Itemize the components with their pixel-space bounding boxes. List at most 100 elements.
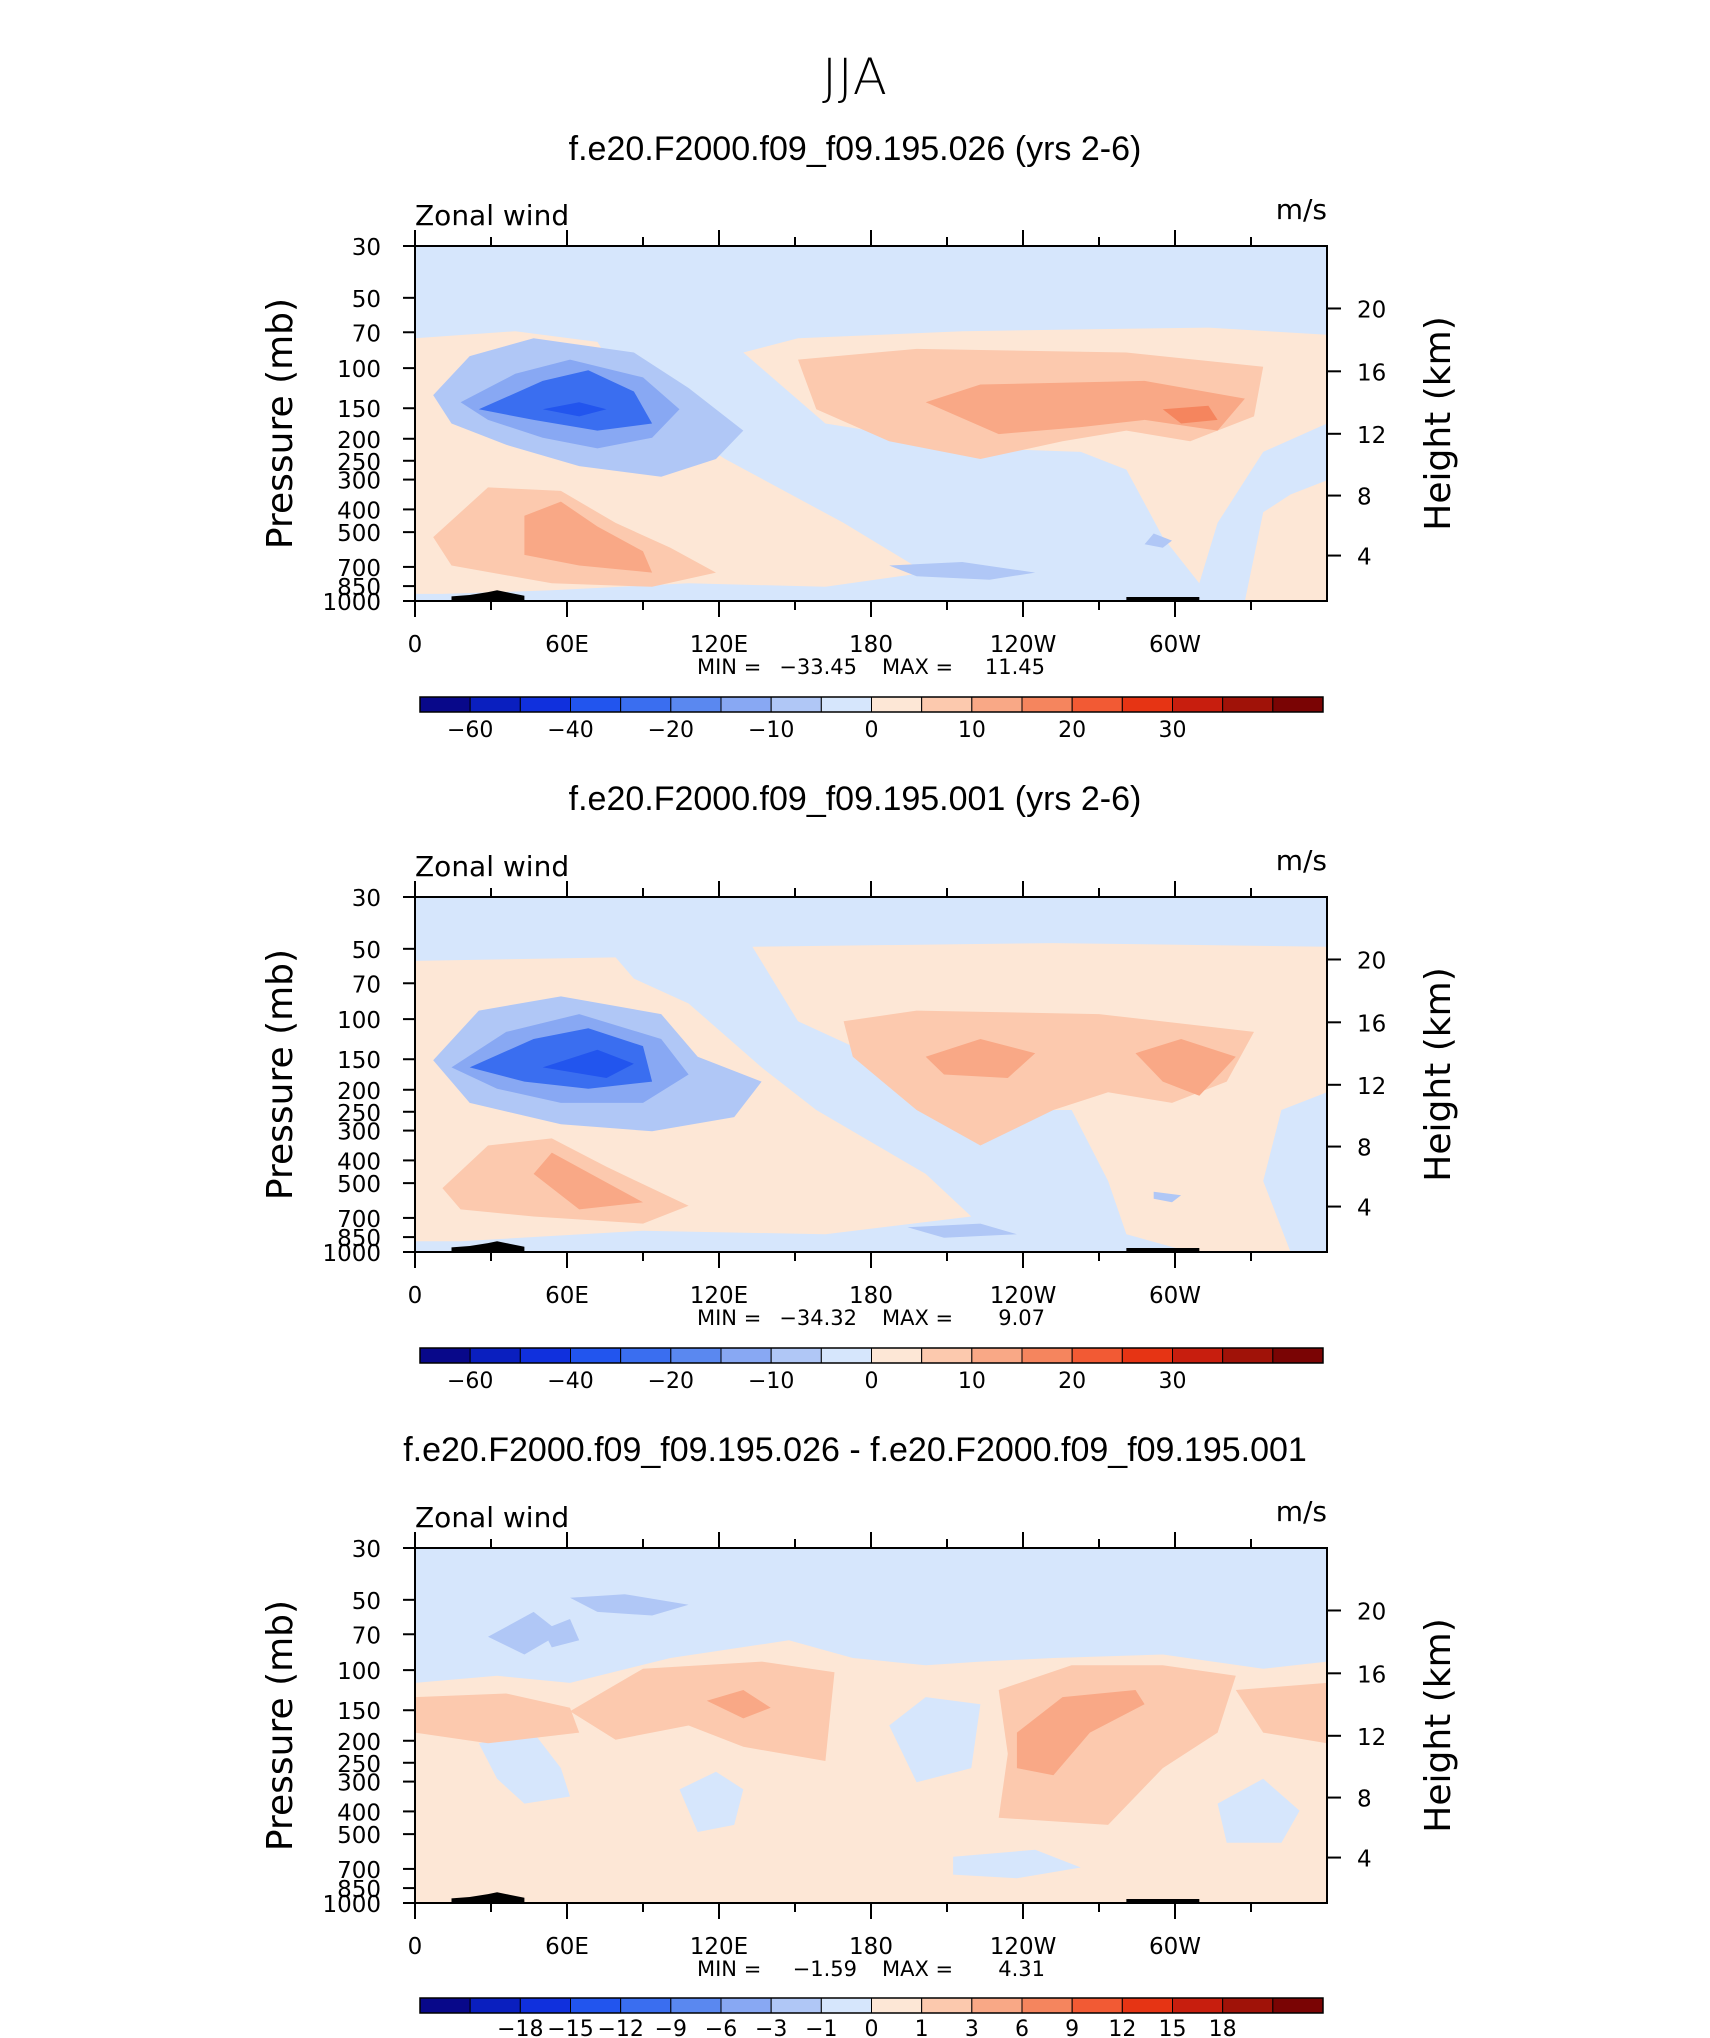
colorbar-box (1121, 1347, 1174, 1364)
x-tick-label: 120W (990, 632, 1057, 658)
colorbar-box (820, 696, 872, 713)
colorbar-label: 12 (1108, 2017, 1136, 2038)
y-tick-label: 250 (337, 1752, 381, 1778)
topography-mask (451, 1892, 525, 1903)
colorbar-box (1272, 1997, 1324, 2014)
colorbar-label: −10 (748, 1369, 794, 1394)
x-tick-label: 60W (1149, 1934, 1201, 1960)
y-tick-label: 400 (337, 1149, 381, 1175)
y-tick-label: 50 (352, 287, 381, 313)
contour-region (1235, 1682, 1327, 1744)
colorbar-label: −18 (497, 2017, 543, 2038)
max-label: MAX = (882, 1306, 953, 1330)
x-tick-label: 120E (690, 632, 748, 658)
variable-label: Zonal wind (415, 850, 569, 883)
colorbar-label: −60 (447, 1369, 493, 1394)
y-tick-label: 400 (337, 1800, 381, 1826)
colorbar-box (620, 1997, 672, 2014)
contour-region (706, 1690, 771, 1719)
contour-region (925, 1039, 1036, 1078)
colorbar-label: 0 (865, 1369, 879, 1394)
height-tick-label: 16 (1357, 1011, 1386, 1037)
height-tick-label: 8 (1357, 485, 1372, 511)
colorbar-box (921, 1347, 973, 1364)
contour-region (542, 1049, 634, 1078)
colorbar-label: 10 (958, 718, 986, 743)
contour-region (1217, 1778, 1300, 1843)
colorbar-label: 20 (1058, 718, 1086, 743)
colorbar-box (1272, 696, 1324, 713)
y-tick-label: 300 (337, 469, 381, 495)
y-tick-label: 200 (337, 1730, 381, 1756)
colorbar-box (971, 1347, 1023, 1364)
y-tick-label: 70 (352, 321, 381, 347)
colorbar-label: −10 (748, 718, 794, 743)
colorbar-box (670, 696, 722, 713)
contour-region (1016, 1690, 1145, 1776)
y-axis-title: Pressure (mb) (260, 298, 301, 549)
max-label: MAX = (882, 655, 953, 679)
x-tick-label: 60E (545, 1934, 589, 1960)
y-tick-label: 500 (337, 521, 381, 547)
y-tick-label: 700 (337, 1858, 381, 1884)
y-axis-title: Pressure (mb) (260, 949, 301, 1200)
y-tick-label: 30 (352, 235, 381, 261)
colorbar-box (620, 1347, 672, 1364)
colorbar-box (469, 1347, 521, 1364)
topography-mask (451, 590, 525, 601)
min-label: MIN = (697, 655, 761, 679)
contour-region (889, 562, 1036, 580)
height-tick-label: 4 (1357, 545, 1372, 571)
y-tick-label: 700 (337, 1207, 381, 1233)
colorbar-label: 20 (1058, 1369, 1086, 1394)
x-tick-label: 60W (1149, 632, 1201, 658)
colorbar-label: −20 (648, 1369, 694, 1394)
x-tick-label: 60E (545, 1283, 589, 1309)
colorbar-box (820, 1997, 872, 2014)
x-tick-label: 0 (408, 1934, 423, 1960)
colorbar-box (871, 1347, 923, 1364)
y-tick-label: 850 (337, 575, 381, 601)
y-tick-label: 150 (337, 397, 381, 423)
colorbar-box (1021, 1347, 1073, 1364)
x-tick-label: 120W (990, 1934, 1057, 1960)
x-tick-label: 120W (990, 1283, 1057, 1309)
colorbar-box (1172, 1347, 1224, 1364)
y-tick-label: 250 (337, 450, 381, 476)
contour-region (533, 1152, 643, 1210)
topography-mask (1126, 597, 1200, 601)
colorbar-box (770, 1997, 822, 2014)
x-tick-label: 60W (1149, 1283, 1201, 1309)
colorbar-box (519, 696, 571, 713)
colorbar-box (1172, 696, 1224, 713)
panel-2: 0 60E 120E 180 120W 60W3050701001502002503004… (260, 844, 1459, 1394)
y-tick-label: 1000 (322, 590, 381, 616)
colorbar-label: −3 (755, 2017, 787, 2038)
y-tick-label: 100 (337, 357, 381, 383)
topography-mask (1126, 1248, 1200, 1252)
variable-label: Zonal wind (415, 1501, 569, 1534)
colorbar-frame (419, 696, 1324, 713)
contour-region (415, 1693, 580, 1744)
contour-region (953, 1849, 1081, 1879)
colorbar-box (1121, 1997, 1174, 2014)
colorbar-label: −40 (547, 1369, 593, 1394)
colorbar-box (921, 1997, 973, 2014)
colorbar-label: −20 (648, 718, 694, 743)
contour-region (925, 380, 1245, 435)
y-axis-title: Pressure (mb) (260, 1600, 301, 1851)
colorbar-label: 9 (1065, 2017, 1079, 2038)
y-axis-right-title: Height (km) (1418, 967, 1459, 1181)
colorbar-box (1021, 1997, 1073, 2014)
colorbar-box (720, 696, 772, 713)
contour-region (1244, 480, 1327, 601)
x-tick-label: 180 (849, 632, 893, 658)
height-tick-label: 12 (1357, 1074, 1386, 1100)
max-value: 11.45 (985, 655, 1045, 679)
colorbar-box (1172, 1997, 1224, 2014)
colorbar-label: 6 (1015, 2017, 1029, 2038)
x-tick-label: 60E (545, 632, 589, 658)
colorbar-box (570, 1997, 622, 2014)
y-tick-label: 70 (352, 972, 381, 998)
min-value: −33.45 (779, 655, 857, 679)
